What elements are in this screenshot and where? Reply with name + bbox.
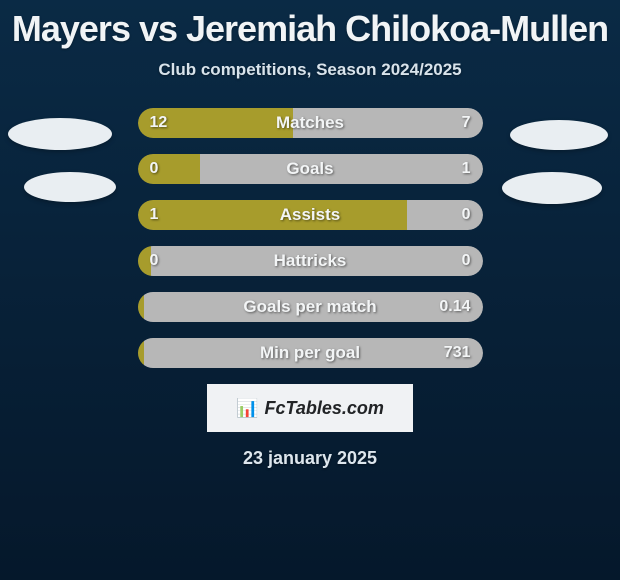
stat-label: Goals per match bbox=[243, 297, 376, 317]
bar-left bbox=[138, 292, 145, 322]
date-label: 23 january 2025 bbox=[0, 448, 620, 469]
stat-value-right: 1 bbox=[462, 160, 471, 178]
stat-label: Assists bbox=[280, 205, 340, 225]
stat-value-left: 12 bbox=[150, 114, 168, 132]
footer-logo-text: FcTables.com bbox=[265, 398, 384, 419]
chart-icon: 📊 bbox=[236, 399, 258, 417]
stat-row: 0 1 Goals bbox=[138, 154, 483, 184]
stat-label: Min per goal bbox=[260, 343, 360, 363]
bar-left bbox=[138, 338, 145, 368]
stat-label: Hattricks bbox=[274, 251, 347, 271]
stat-row: 1 0 Assists bbox=[138, 200, 483, 230]
stat-value-right: 0 bbox=[462, 206, 471, 224]
subtitle: Club competitions, Season 2024/2025 bbox=[0, 60, 620, 80]
stat-value-right: 0.14 bbox=[439, 298, 470, 316]
stat-value-left: 0 bbox=[150, 252, 159, 270]
stat-row: 0.14 Goals per match bbox=[138, 292, 483, 322]
stat-value-right: 731 bbox=[444, 344, 471, 362]
deco-ellipse bbox=[24, 172, 116, 202]
stat-row: 0 0 Hattricks bbox=[138, 246, 483, 276]
stat-value-left: 0 bbox=[150, 160, 159, 178]
stats-container: 12 7 Matches 0 1 Goals 1 0 Assists 0 0 Hattricks 0.1… bbox=[138, 108, 483, 368]
deco-ellipse bbox=[510, 120, 608, 150]
stat-label: Matches bbox=[276, 113, 344, 133]
deco-ellipse bbox=[502, 172, 602, 204]
stat-value-right: 7 bbox=[462, 114, 471, 132]
stat-value-right: 0 bbox=[462, 252, 471, 270]
stat-row: 12 7 Matches bbox=[138, 108, 483, 138]
stat-value-left: 1 bbox=[150, 206, 159, 224]
bar-right bbox=[407, 200, 483, 230]
bar-right bbox=[200, 154, 483, 184]
footer-logo: 📊 FcTables.com bbox=[207, 384, 413, 432]
stat-label: Goals bbox=[286, 159, 333, 179]
page-title: Mayers vs Jeremiah Chilokoa-Mullen bbox=[0, 0, 620, 50]
bar-left bbox=[138, 200, 407, 230]
deco-ellipse bbox=[8, 118, 112, 150]
bar-left bbox=[138, 154, 200, 184]
comparison-card: Mayers vs Jeremiah Chilokoa-Mullen Club … bbox=[0, 0, 620, 580]
stat-row: 731 Min per goal bbox=[138, 338, 483, 368]
